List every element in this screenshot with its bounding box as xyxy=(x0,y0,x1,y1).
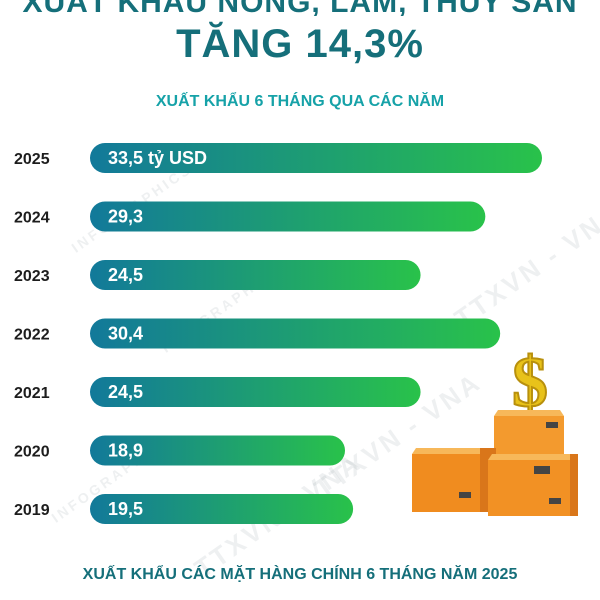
bar xyxy=(90,435,346,466)
value-label: 24,5 xyxy=(108,382,143,402)
year-label: 2020 xyxy=(14,444,50,461)
top-title: XUẤT KHẨU NÔNG, LÂM, THỦY SẢN xyxy=(0,0,600,16)
value-label: 19,5 xyxy=(108,499,143,519)
year-label: 2025 xyxy=(14,151,50,168)
value-label: 24,5 xyxy=(108,265,143,285)
year-label: 2019 xyxy=(14,502,50,519)
year-label: 2021 xyxy=(14,385,50,402)
bar xyxy=(90,494,354,524)
bar xyxy=(90,143,542,173)
bar xyxy=(90,318,501,349)
value-label: 18,9 xyxy=(108,441,143,461)
year-label: 2022 xyxy=(14,327,50,344)
bar xyxy=(90,201,486,232)
cardboard-boxes-icon: $ xyxy=(412,348,578,516)
value-label: 29,3 xyxy=(108,207,143,227)
footer-title: XUẤT KHẨU CÁC MẶT HÀNG CHÍNH 6 THÁNG NĂM… xyxy=(82,566,518,583)
bar xyxy=(90,260,421,290)
chart-subtitle: XUẤT KHẨU 6 THÁNG QUA CÁC NĂM xyxy=(155,93,445,110)
year-label: 2024 xyxy=(14,210,50,227)
bar xyxy=(90,377,421,407)
value-label: 33,5 tỷ USD xyxy=(108,148,207,168)
year-label: 2023 xyxy=(14,268,50,285)
value-label: 30,4 xyxy=(108,324,143,344)
headline: TĂNG 14,3% xyxy=(176,22,424,66)
